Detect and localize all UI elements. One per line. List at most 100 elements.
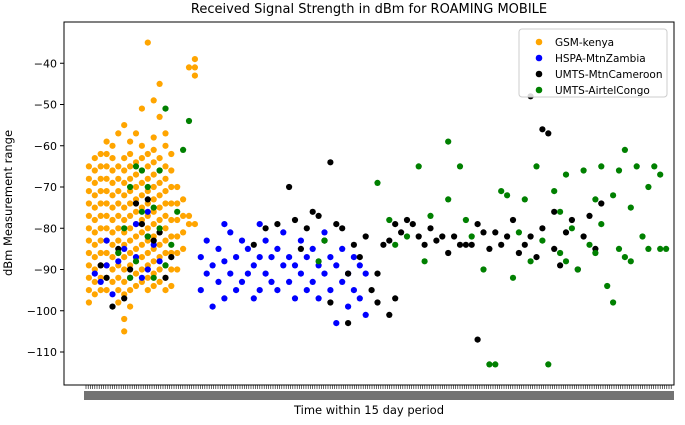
data-point	[433, 237, 440, 244]
data-point	[138, 274, 145, 281]
data-point	[262, 225, 269, 232]
data-point	[527, 258, 534, 265]
data-point	[185, 221, 193, 228]
legend-marker	[535, 38, 543, 46]
data-point	[144, 163, 151, 170]
data-point	[174, 216, 181, 224]
data-point	[138, 241, 145, 248]
data-point	[174, 208, 181, 215]
data-point	[156, 155, 163, 162]
data-point	[386, 311, 393, 318]
data-point	[132, 245, 140, 252]
data-point	[156, 258, 163, 265]
data-point	[132, 200, 140, 207]
data-point	[115, 188, 122, 195]
data-point	[639, 233, 646, 240]
data-point	[303, 254, 310, 261]
data-point	[545, 130, 552, 137]
data-point	[191, 221, 198, 228]
data-point	[109, 266, 116, 273]
data-point	[339, 225, 346, 232]
data-point	[97, 278, 104, 285]
data-point	[97, 188, 104, 195]
data-point	[162, 274, 169, 281]
data-point	[374, 270, 381, 277]
data-point	[539, 237, 546, 244]
data-point	[297, 270, 304, 277]
data-point	[592, 196, 599, 203]
data-point	[421, 258, 428, 265]
data-point	[127, 249, 134, 257]
data-point	[168, 150, 175, 158]
data-point	[586, 212, 593, 219]
y-tick-label: −50	[34, 99, 57, 112]
data-point	[180, 196, 187, 203]
data-point	[368, 287, 375, 294]
data-point	[103, 287, 110, 294]
data-point	[121, 225, 128, 232]
data-point	[103, 249, 110, 257]
data-point	[121, 167, 128, 174]
data-point	[127, 138, 134, 145]
data-point	[333, 320, 340, 327]
legend-label: HSPA-MtnZambia	[555, 53, 646, 65]
data-point	[162, 212, 169, 219]
series-gsm-kenya	[85, 39, 198, 335]
data-point	[109, 142, 116, 149]
data-point	[362, 270, 369, 277]
data-point	[551, 188, 558, 195]
data-point	[121, 216, 128, 224]
data-point	[132, 258, 140, 265]
data-point	[115, 212, 122, 219]
data-point	[657, 245, 664, 252]
data-point	[115, 200, 122, 207]
data-point	[91, 204, 98, 211]
legend-box	[518, 28, 668, 98]
data-point	[180, 245, 187, 252]
data-point	[180, 229, 187, 236]
data-point	[598, 221, 605, 228]
data-point	[291, 262, 299, 269]
data-point	[132, 183, 140, 191]
x-axis-label: Time within 15 day period	[293, 403, 444, 417]
data-point	[150, 183, 157, 191]
data-point	[168, 266, 175, 273]
data-point	[474, 221, 481, 228]
data-point	[327, 287, 334, 294]
data-point	[521, 241, 528, 248]
data-point	[604, 282, 611, 290]
data-point	[168, 200, 175, 207]
data-point	[562, 229, 570, 236]
data-point	[121, 245, 128, 252]
data-point	[162, 188, 169, 195]
data-point	[663, 245, 670, 252]
data-point	[562, 171, 570, 178]
data-point	[121, 204, 128, 211]
data-point	[127, 266, 134, 273]
data-point	[539, 225, 546, 232]
data-point	[468, 233, 475, 240]
data-point	[121, 122, 128, 129]
data-point	[144, 287, 151, 294]
data-point	[504, 233, 511, 240]
data-point	[109, 179, 116, 186]
data-point	[138, 266, 145, 273]
data-point	[97, 200, 104, 207]
y-tick-label: −70	[34, 181, 57, 194]
data-point	[150, 196, 157, 203]
data-point	[598, 200, 605, 207]
data-point	[392, 241, 399, 248]
data-point	[156, 278, 163, 285]
data-point	[127, 287, 134, 294]
data-point	[362, 311, 369, 318]
data-point	[515, 249, 523, 257]
data-point	[227, 270, 234, 277]
data-point	[421, 241, 428, 248]
data-point	[109, 291, 116, 298]
data-point	[492, 229, 499, 236]
data-point	[150, 97, 157, 104]
data-point	[156, 204, 163, 211]
data-point	[162, 163, 169, 170]
data-point	[645, 183, 652, 191]
data-point	[191, 56, 198, 63]
